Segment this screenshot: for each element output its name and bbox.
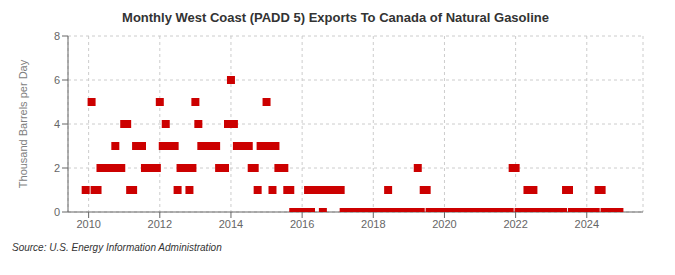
svg-text:2022: 2022	[503, 218, 527, 230]
svg-text:2010: 2010	[76, 218, 100, 230]
html-text:Source: U.S. Energy Informatio: Source: U.S. Energy Information Administ…	[12, 242, 222, 253]
svg-text:2020: 2020	[432, 218, 456, 230]
svg-text:6: 6	[54, 74, 60, 86]
svg-text:2016: 2016	[290, 218, 314, 230]
svg-text:2018: 2018	[361, 218, 385, 230]
svg-text:2012: 2012	[148, 218, 172, 230]
svg-text:4: 4	[54, 118, 60, 130]
svg-text:0: 0	[54, 206, 60, 218]
svg-text:2024: 2024	[575, 218, 599, 230]
svg-text:Thousand Barrels per Day: Thousand Barrels per Day	[17, 59, 29, 188]
svg-text:8: 8	[54, 30, 60, 42]
svg-text:2014: 2014	[219, 218, 243, 230]
svg-text:2: 2	[54, 162, 60, 174]
html-text:Monthly West Coast (PADD 5) Ex: Monthly West Coast (PADD 5) Exports To C…	[122, 10, 549, 25]
